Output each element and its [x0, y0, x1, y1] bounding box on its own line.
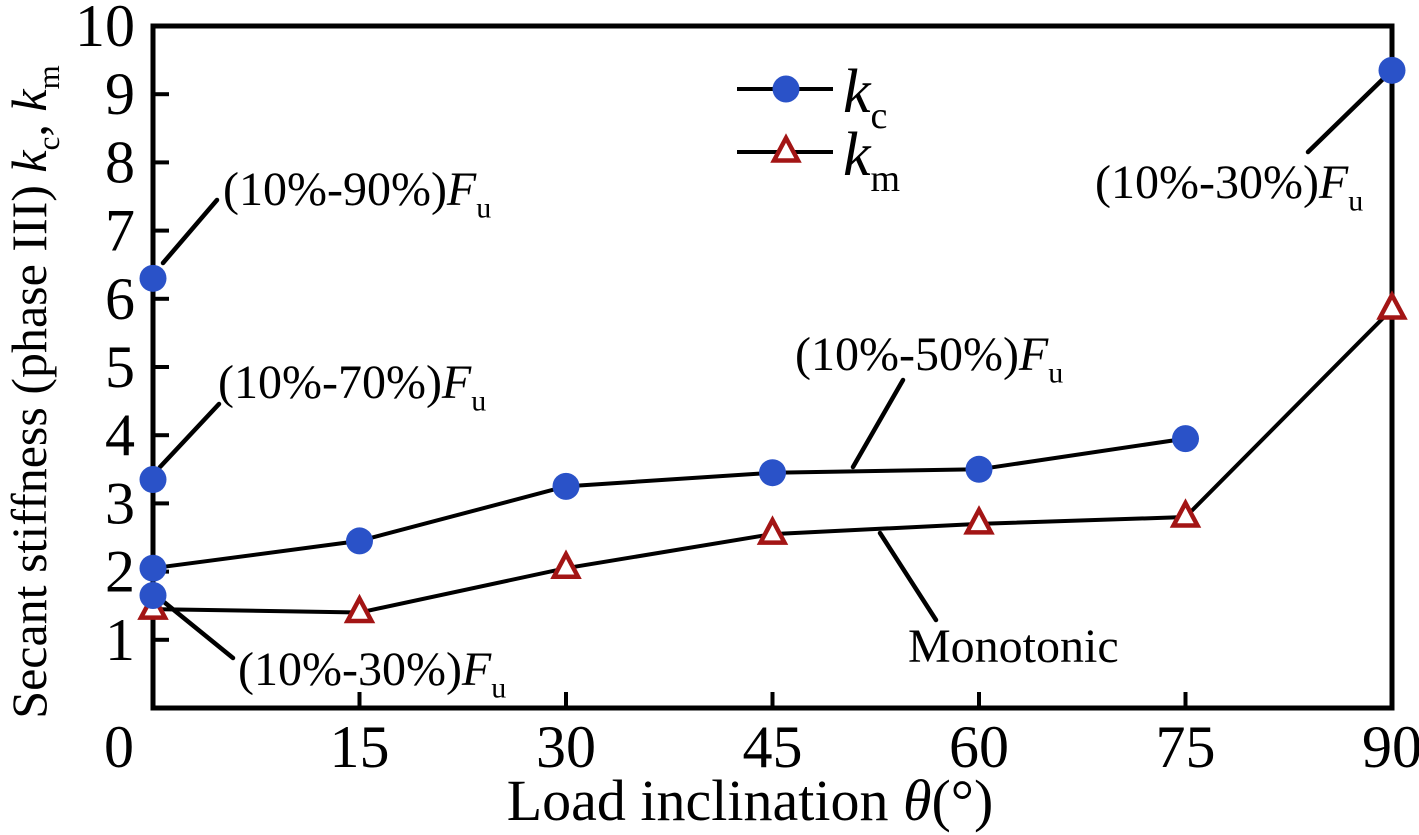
text-part: Monotonic: [908, 620, 1119, 673]
legend-label-kc: kc: [843, 58, 887, 137]
y-tick-label: 4: [105, 402, 135, 468]
ann-10-30-left-label: (10%-30%)Fu: [238, 643, 506, 704]
kc-extra-point: [139, 466, 167, 494]
kc-extra-point: [1378, 56, 1406, 84]
kc-point: [346, 527, 373, 555]
y-tick-label: 9: [105, 61, 135, 127]
kc-extra-point: [139, 264, 167, 292]
kc-point: [139, 554, 167, 582]
legend-label-km: km: [843, 121, 900, 200]
ann-10-70-label: (10%-70%)Fu: [218, 356, 486, 417]
ann-monotonic-leader: [877, 530, 939, 623]
text-part: F: [441, 356, 472, 409]
kc-point: [965, 455, 993, 483]
text-part: u: [491, 671, 506, 704]
y-tick-label: 8: [105, 129, 135, 195]
text-part: ,: [1, 112, 57, 137]
km-point: [1169, 498, 1202, 528]
km-point: [963, 505, 995, 535]
kc-point: [552, 472, 580, 500]
km-point: [550, 549, 582, 579]
text-part: (10%-30%): [1095, 156, 1319, 209]
kc-extra-point: [139, 581, 167, 609]
legend-marker-kc: [772, 75, 800, 103]
ann-10-30-right-label: (10%-30%)Fu: [1095, 156, 1363, 217]
y-tick-label: 6: [105, 266, 135, 332]
y-axis-title: Secant stiffness (phase III) kc, km: [1, 65, 66, 718]
x-tick-label: 30: [536, 714, 596, 780]
ann-10-30-right-leader: [1305, 76, 1386, 155]
text-part: F: [461, 643, 492, 696]
x-tick-label: 0: [104, 714, 134, 780]
y-tick-label: 1: [105, 607, 135, 673]
y-tick-label: 5: [105, 334, 135, 400]
text-part: (°): [931, 768, 993, 833]
text-part: (10%-90%): [223, 163, 447, 216]
text-part: (10%-50%): [795, 328, 1019, 381]
text-part: Load inclination: [507, 768, 903, 833]
x-tick-label: 90: [1362, 714, 1419, 780]
text-part: u: [476, 191, 491, 224]
y-tick-label: 3: [105, 470, 135, 536]
text-part: u: [1048, 356, 1063, 389]
x-tick-label: 15: [330, 714, 390, 780]
text-part: k: [843, 121, 872, 189]
kc-point: [1172, 425, 1199, 453]
text-part: u: [471, 384, 486, 417]
text-part: F: [446, 163, 477, 216]
km-point: [1376, 290, 1408, 320]
text-part: u: [1348, 184, 1363, 217]
km-point: [756, 515, 789, 545]
text-part: (10%-30%): [238, 643, 462, 696]
ann-10-90-leader: [160, 197, 220, 266]
x-tick-label: 75: [1156, 714, 1216, 780]
ann-10-70-leader: [157, 401, 222, 470]
text-part: k: [1, 89, 57, 112]
y-tick-label: 10: [75, 0, 135, 59]
kc-point: [759, 459, 786, 487]
text-part: m: [871, 158, 901, 200]
x-tick-label: 60: [949, 714, 1009, 780]
x-axis-title: Load inclination θ(°): [507, 768, 994, 833]
ann-10-50-leader: [850, 377, 906, 470]
text-part: F: [1318, 156, 1349, 209]
kc-line: [152, 436, 1186, 571]
legend-marker-km: [770, 133, 802, 163]
ann-10-90-label: (10%-90%)Fu: [223, 163, 491, 224]
text-part: c: [871, 95, 888, 137]
ann-10-50-label: (10%-50%)Fu: [795, 328, 1063, 389]
text-part: Secant stiffness (phase III): [1, 173, 57, 719]
km-point: [343, 593, 376, 624]
y-tick-label: 2: [105, 539, 135, 605]
ann-10-30-left-leader: [161, 599, 236, 661]
text-part: k: [843, 58, 872, 126]
text-part: m: [31, 65, 66, 89]
ann-monotonic-label: Monotonic: [908, 620, 1119, 673]
text-part: k: [1, 150, 57, 173]
text-part: θ: [903, 768, 932, 833]
y-tick-label: 7: [105, 198, 135, 264]
x-tick-label: 45: [743, 714, 803, 780]
text-part: c: [31, 137, 66, 151]
text-part: F: [1018, 328, 1049, 381]
text-part: (10%-70%): [218, 356, 442, 409]
